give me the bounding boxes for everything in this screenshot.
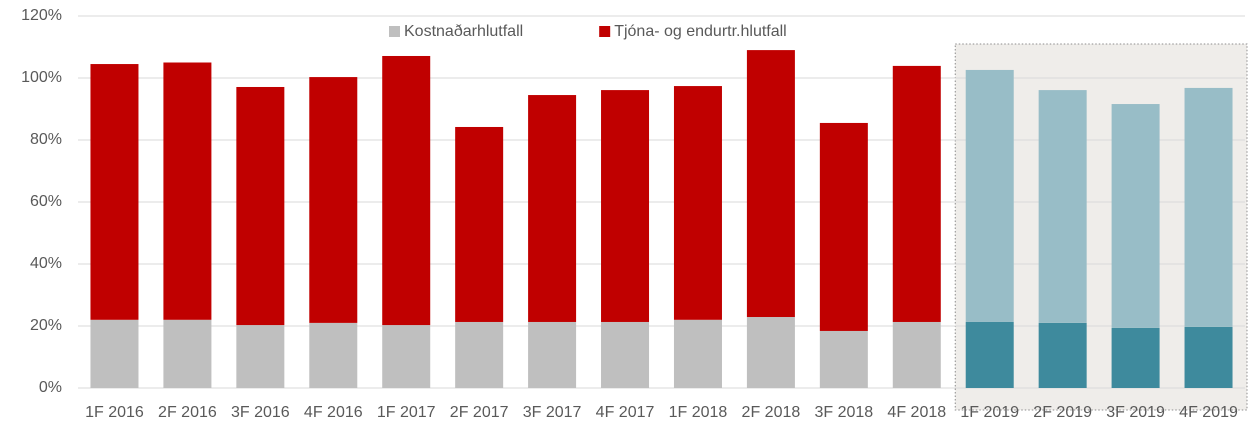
x-tick-label: 1F 2016 (85, 404, 144, 421)
bar-segment (1111, 327, 1160, 388)
x-tick-label: 2F 2016 (158, 404, 217, 421)
bar-segment (673, 319, 722, 388)
bar-segment (1111, 104, 1160, 328)
x-tick-label: 3F 2017 (523, 404, 582, 421)
bar-segment (965, 69, 1014, 322)
y-tick-label: 80% (30, 131, 62, 148)
bar-segment (382, 55, 431, 326)
bar-segment (90, 319, 139, 388)
legend-swatch (389, 26, 400, 37)
bar-segment (236, 86, 285, 326)
bar-segment (819, 330, 868, 388)
y-tick-label: 0% (39, 379, 62, 396)
x-tick-label: 2F 2019 (1033, 404, 1092, 421)
x-tick-label: 2F 2017 (450, 404, 509, 421)
x-tick-label: 3F 2016 (231, 404, 290, 421)
bar-segment (673, 86, 722, 320)
y-tick-label: 40% (30, 255, 62, 272)
bar-segment (1184, 326, 1233, 388)
x-tick-label: 4F 2017 (596, 404, 655, 421)
x-tick-label: 3F 2018 (814, 404, 873, 421)
bar-segment (1184, 87, 1233, 327)
bar-segment (965, 321, 1014, 388)
bar-segment (892, 321, 941, 388)
bar-segment (601, 321, 650, 388)
bar-segment (309, 77, 358, 323)
legend-label: Tjóna- og endurtr.hlutfall (614, 23, 787, 40)
y-tick-label: 120% (21, 7, 62, 24)
x-tick-label: 1F 2019 (960, 404, 1019, 421)
bar-segment (746, 317, 795, 388)
bar-segment (601, 90, 650, 322)
bar-segment (236, 325, 285, 388)
bar-segment (90, 64, 139, 320)
bar-segment (819, 122, 868, 331)
x-tick-label: 1F 2017 (377, 404, 436, 421)
x-tick-label: 4F 2018 (887, 404, 946, 421)
bar-segment (746, 50, 795, 318)
bar-segment (528, 321, 577, 388)
bar-segment (1038, 90, 1087, 323)
legend-label: Kostnaðarhlutfall (404, 23, 523, 40)
x-tick-label: 1F 2018 (669, 404, 728, 421)
y-tick-label: 100% (21, 69, 62, 86)
x-tick-label: 4F 2016 (304, 404, 363, 421)
bar-segment (455, 126, 504, 322)
bar-segment (1038, 322, 1087, 388)
bar-segment (163, 62, 212, 320)
y-tick-label: 60% (30, 193, 62, 210)
bar-segment (892, 65, 941, 322)
bar-segment (382, 325, 431, 388)
legend-swatch (599, 26, 611, 37)
x-tick-label: 4F 2019 (1179, 404, 1238, 421)
x-tick-label: 3F 2019 (1106, 404, 1165, 421)
bar-segment (528, 95, 577, 322)
bar-segment (163, 319, 212, 388)
bar-segment (309, 322, 358, 388)
x-tick-label: 2F 2018 (742, 404, 801, 421)
bar-segment (455, 321, 504, 388)
y-tick-label: 20% (30, 317, 62, 334)
